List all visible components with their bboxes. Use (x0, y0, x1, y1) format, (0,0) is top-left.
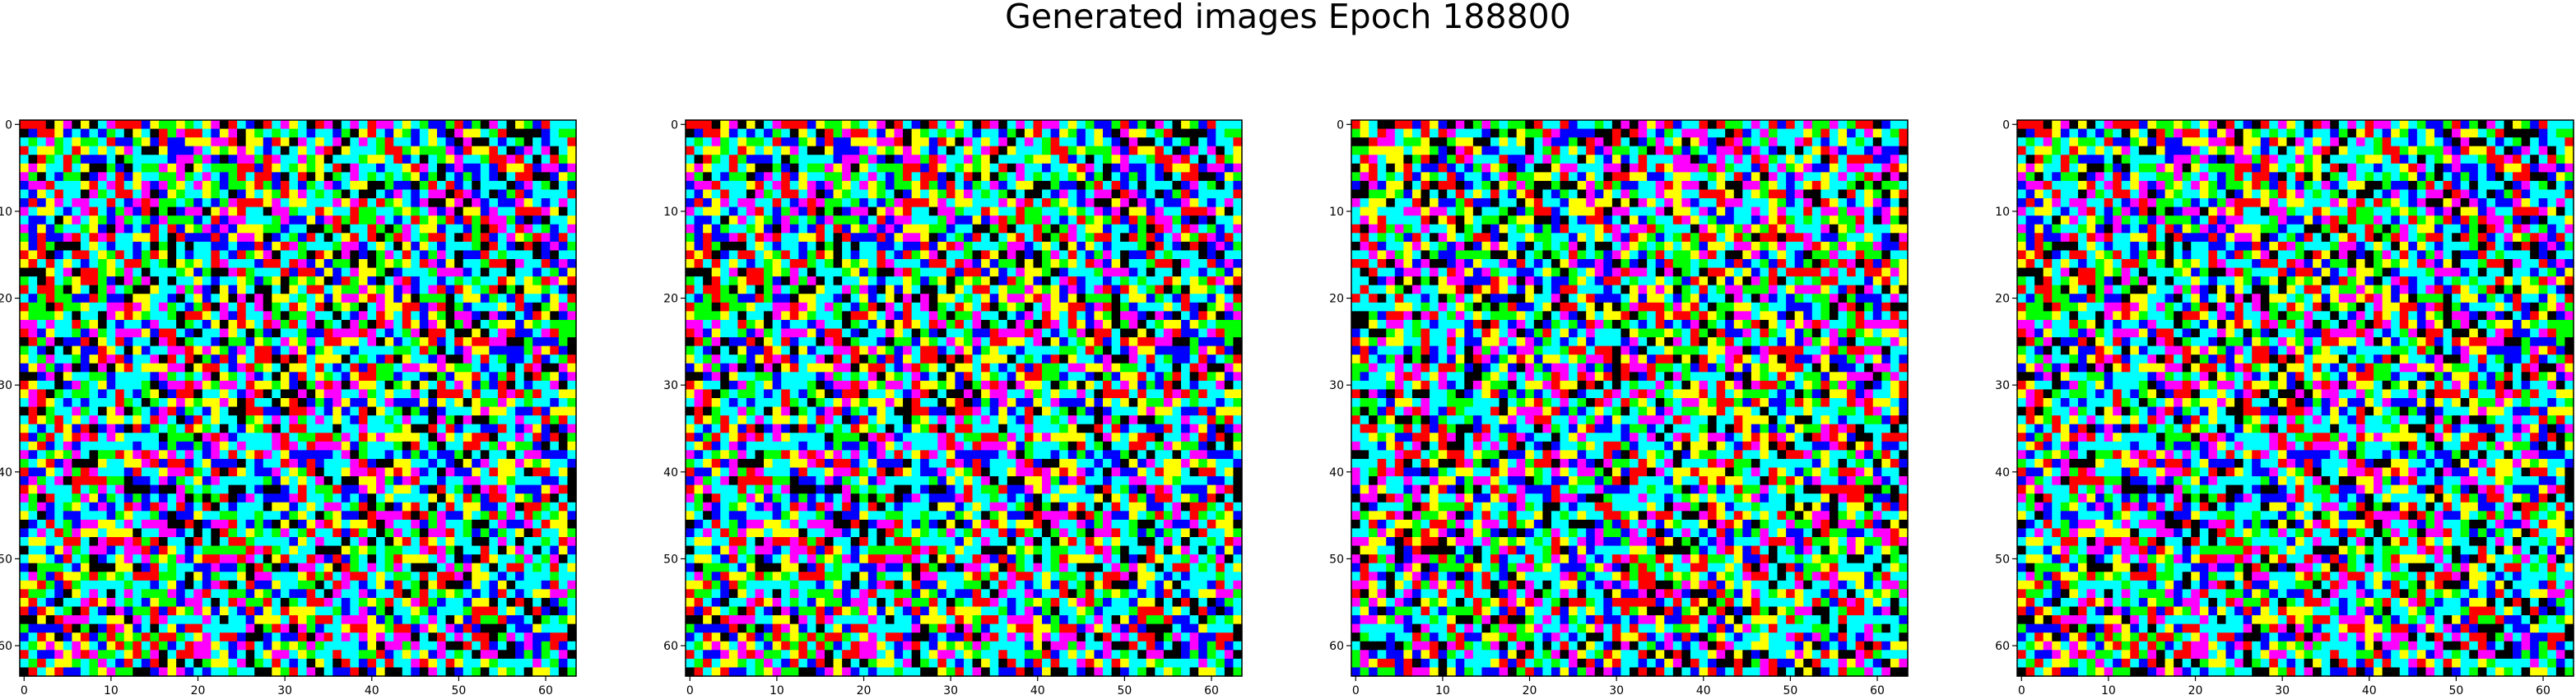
y-tick-label: 50 (1329, 553, 1344, 566)
x-tick-label: 40 (1696, 684, 1711, 695)
y-tick-label: 50 (663, 553, 678, 566)
y-tick-label: 40 (663, 466, 678, 480)
y-tick-label: 20 (1995, 293, 2010, 306)
axes-frame (19, 119, 577, 677)
y-tick-label: 40 (1329, 466, 1344, 480)
axes-frame (1351, 119, 1909, 677)
y-tick-label: 60 (663, 640, 678, 653)
image-panel-4: 0 10 20 30 40 50 60 0 10 20 30 40 50 60 (1995, 118, 2574, 695)
x-tick-label: 40 (2362, 684, 2377, 695)
x-tick-label: 60 (2536, 684, 2550, 695)
x-tick-label: 30 (277, 684, 292, 695)
y-tick-label: 60 (0, 640, 12, 653)
y-tick-label: 0 (5, 118, 12, 132)
y-tick-label: 40 (1995, 466, 2010, 480)
x-tick-label: 40 (365, 684, 379, 695)
image-pixels (20, 120, 577, 677)
y-tick-label: 60 (1995, 640, 2010, 653)
x-tick-label: 60 (538, 684, 553, 695)
y-tick-label: 20 (0, 293, 12, 306)
image-pixels (1351, 120, 1909, 677)
x-tick-label: 60 (1204, 684, 1219, 695)
x-tick-label: 20 (2188, 684, 2203, 695)
x-tick-label: 10 (1435, 684, 1450, 695)
y-tick-label: 20 (663, 293, 678, 306)
y-tick-label: 30 (663, 379, 678, 392)
x-tick-label: 60 (1870, 684, 1885, 695)
x-tick-label: 10 (770, 684, 784, 695)
x-tick-label: 40 (1030, 684, 1045, 695)
image-panel-2: 0 10 20 30 40 50 60 0 10 20 30 40 50 60 (663, 118, 1243, 695)
y-tick-label: 30 (1329, 379, 1344, 392)
y-tick-label: 60 (1329, 640, 1344, 653)
y-tick-label: 10 (663, 206, 678, 219)
x-tick-label: 20 (191, 684, 206, 695)
x-tick-label: 50 (451, 684, 466, 695)
x-tick-label: 30 (943, 684, 958, 695)
x-tick-label: 50 (1117, 684, 1132, 695)
y-tick-label: 30 (1995, 379, 2010, 392)
y-tick-label: 50 (0, 553, 12, 566)
y-tick-label: 10 (1329, 206, 1344, 219)
axes-frame (2016, 119, 2574, 677)
x-tick-label: 0 (686, 684, 694, 695)
y-tick-label: 50 (1995, 553, 2010, 566)
y-tick-label: 20 (1329, 293, 1344, 306)
y-tick-label: 30 (0, 379, 12, 392)
y-tick-label: 10 (1995, 206, 2010, 219)
axes-frame (685, 119, 1243, 677)
x-tick-label: 50 (1783, 684, 1797, 695)
y-tick-label: 0 (2002, 118, 2010, 132)
x-tick-label: 0 (2018, 684, 2025, 695)
x-tick-label: 0 (21, 684, 28, 695)
image-panel-1: 0 10 20 30 40 50 60 0 10 20 30 40 50 60 (0, 118, 577, 695)
y-tick-label: 40 (0, 466, 12, 480)
x-tick-label: 50 (2448, 684, 2463, 695)
x-tick-label: 20 (857, 684, 872, 695)
x-tick-label: 0 (1352, 684, 1360, 695)
image-pixels (686, 120, 1243, 677)
image-panel-3: 0 10 20 30 40 50 60 0 10 20 30 40 50 60 (1329, 118, 1909, 695)
x-tick-label: 20 (1523, 684, 1537, 695)
y-tick-label: 0 (671, 118, 678, 132)
y-tick-label: 10 (0, 206, 12, 219)
x-tick-label: 10 (2101, 684, 2116, 695)
y-tick-label: 0 (1337, 118, 1344, 132)
x-tick-label: 30 (1609, 684, 1624, 695)
figure-title: Generated images Epoch 188800 (1005, 0, 1571, 36)
x-tick-label: 30 (2275, 684, 2290, 695)
x-tick-label: 10 (104, 684, 119, 695)
image-pixels (2017, 120, 2574, 677)
